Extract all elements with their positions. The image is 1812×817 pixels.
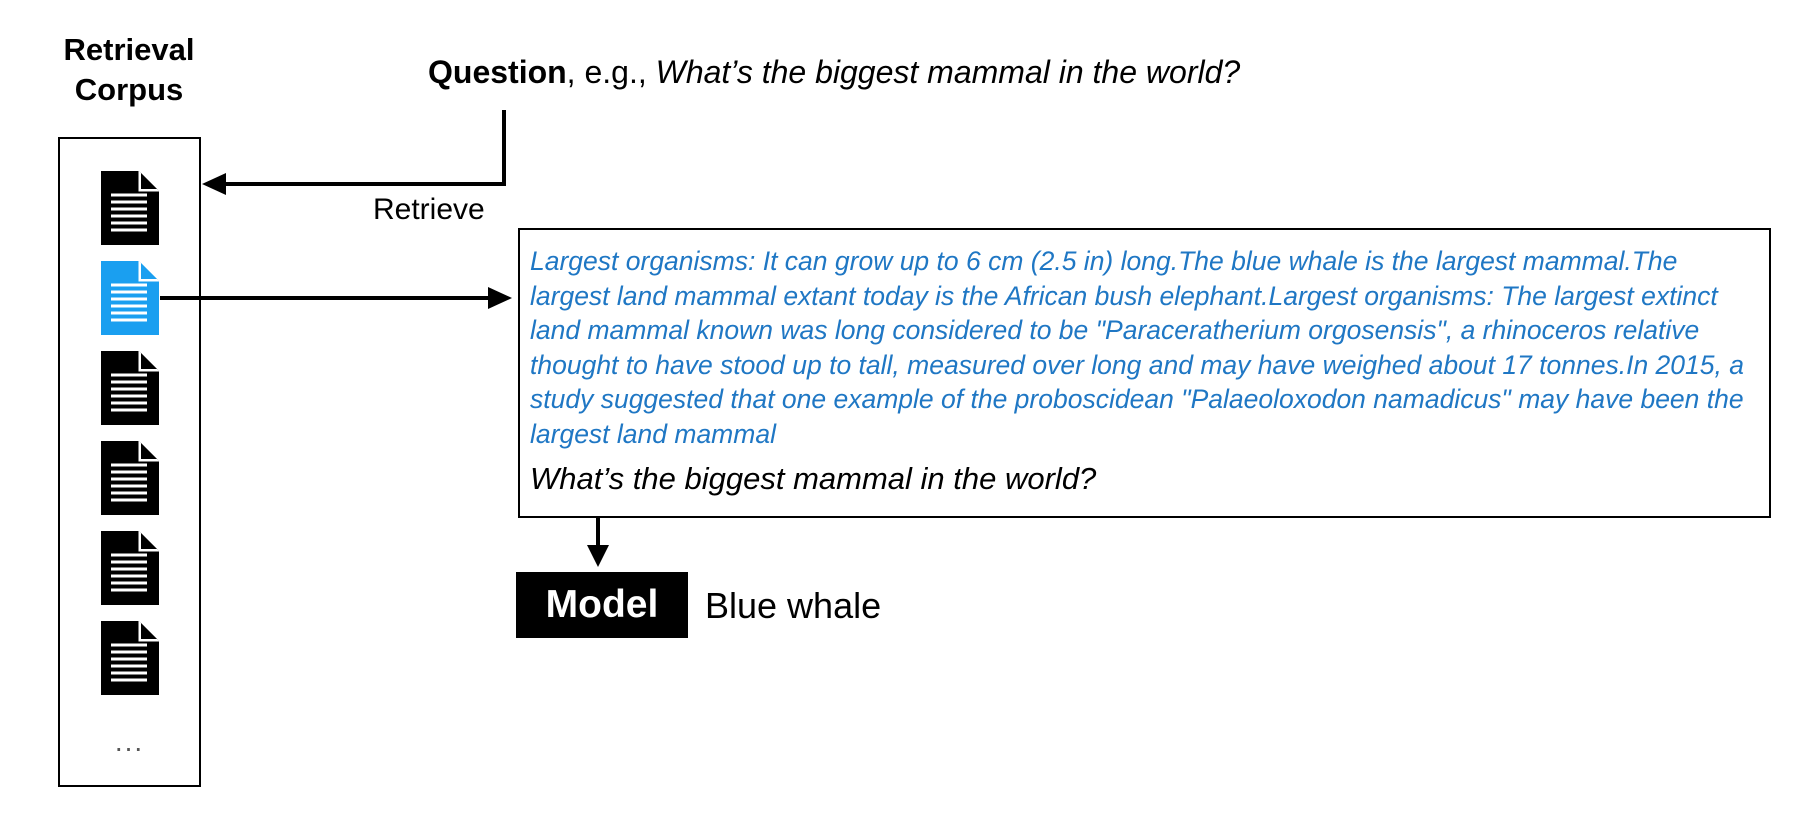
model-input-box: Largest organisms: It can grow up to 6 c…: [518, 228, 1771, 518]
document-icon: [101, 171, 159, 245]
corpus-title-line1: Retrieval: [63, 32, 195, 67]
retrieve-arrow: [210, 110, 506, 186]
retrieve-label: Retrieve: [373, 193, 485, 226]
model-block: Model: [516, 572, 688, 638]
retrieved-passage: Largest organisms: It can grow up to 6 c…: [530, 246, 1744, 449]
document-to-prompt-arrow-head: [488, 287, 512, 309]
document-icon: [101, 621, 159, 695]
question-example: What’s the biggest mammal in the world?: [655, 54, 1241, 90]
document-icon: [101, 531, 159, 605]
prompt-to-model-arrow-head: [587, 545, 609, 567]
retrieved-document-icon: [101, 261, 159, 335]
question-separator: , e.g.,: [566, 54, 656, 90]
retrieve-arrow-head: [202, 173, 226, 195]
question-label: Question: [428, 54, 567, 90]
corpus-title-line2: Corpus: [74, 72, 184, 107]
question-header: Question, e.g., What’s the biggest mamma…: [428, 52, 1240, 92]
document-icon: [101, 441, 159, 515]
document-icon: [101, 351, 159, 425]
model-answer: Blue whale: [705, 585, 882, 626]
more-documents-ellipsis: ...: [114, 726, 145, 757]
retrieval-corpus-title: Retrieval Corpus: [34, 30, 224, 110]
retrieval-corpus-box: [58, 137, 201, 787]
input-question: What’s the biggest mammal in the world?: [530, 461, 1097, 496]
